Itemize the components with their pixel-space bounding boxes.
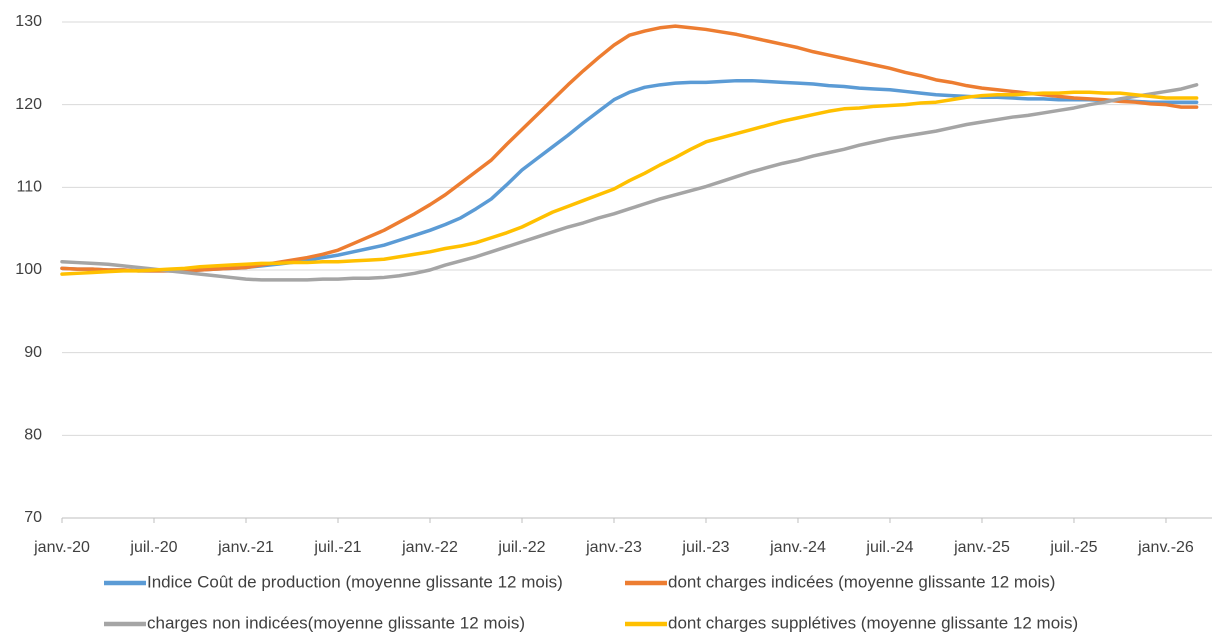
legend-label: dont charges indicées (moyenne glissante… bbox=[668, 572, 1055, 591]
y-tick-label: 70 bbox=[24, 509, 42, 526]
x-tick-label: janv.-24 bbox=[769, 539, 826, 556]
x-tick-label: janv.-26 bbox=[1137, 539, 1194, 556]
x-tick-label: juil.-22 bbox=[497, 539, 545, 556]
y-tick-label: 90 bbox=[24, 344, 42, 361]
y-tick-label: 130 bbox=[15, 13, 42, 30]
series-line bbox=[60, 90, 1199, 276]
legend-label: dont charges supplétives (moyenne glissa… bbox=[668, 613, 1078, 632]
series-line bbox=[60, 24, 1199, 273]
x-tick-label: juil.-21 bbox=[313, 539, 361, 556]
series-line bbox=[60, 83, 1199, 282]
x-tick-label: juil.-20 bbox=[129, 539, 177, 556]
series-line bbox=[60, 78, 1199, 273]
legend-label: charges non indicées(moyenne glissante 1… bbox=[147, 613, 525, 632]
x-tick-label: janv.-20 bbox=[33, 539, 90, 556]
legend-label: Indice Coût de production (moyenne gliss… bbox=[147, 572, 563, 591]
x-tick-label: juil.-25 bbox=[1049, 539, 1097, 556]
y-tick-label: 80 bbox=[24, 427, 42, 444]
y-tick-label: 100 bbox=[15, 261, 42, 278]
y-tick-label: 120 bbox=[15, 96, 42, 113]
x-tick-label: juil.-24 bbox=[865, 539, 913, 556]
y-tick-label: 110 bbox=[16, 179, 42, 196]
x-tick-label: janv.-23 bbox=[585, 539, 642, 556]
x-tick-label: janv.-21 bbox=[217, 539, 274, 556]
x-tick-label: janv.-22 bbox=[401, 539, 458, 556]
x-tick-label: janv.-25 bbox=[953, 539, 1010, 556]
x-tick-label: juil.-23 bbox=[681, 539, 729, 556]
